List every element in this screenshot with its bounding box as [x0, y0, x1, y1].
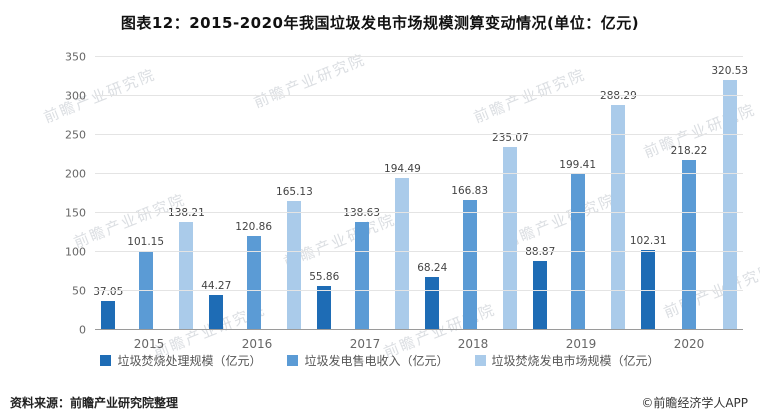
bar-column: 166.83	[451, 57, 488, 330]
bar-column: 218.22	[670, 57, 708, 330]
gridline	[95, 173, 743, 174]
x-axis-label: 2019	[565, 337, 597, 351]
bar	[722, 80, 737, 330]
bar-column: 120.86	[235, 57, 272, 330]
value-label: 138.21	[168, 207, 205, 220]
value-label: 218.22	[670, 144, 708, 157]
value-label: 68.24	[417, 261, 448, 274]
legend-label: 垃圾焚烧发电市场规模（亿元）	[491, 354, 660, 368]
bar-column: 288.29	[600, 57, 637, 330]
legend-item: 垃圾发电售电收入（亿元）	[287, 352, 449, 369]
value-label: 44.27	[201, 280, 232, 293]
legend-label: 垃圾焚烧处理规模（亿元）	[117, 354, 262, 368]
x-axis-label: 2018	[457, 337, 489, 351]
bar	[287, 201, 302, 330]
chart-title: 图表12：2015-2020年我国垃圾发电市场规模测算变动情况(单位：亿元)	[120, 14, 640, 32]
bar-column: 165.13	[276, 57, 313, 330]
x-axis-label: 2015	[133, 337, 165, 351]
bar	[354, 221, 369, 330]
bar-column: 199.41	[559, 57, 596, 330]
value-label: 166.83	[451, 184, 489, 197]
value-label: 120.86	[235, 220, 273, 233]
legend-label: 垃圾发电售电收入（亿元）	[304, 354, 449, 368]
bar	[570, 174, 585, 330]
bar-column: 194.49	[384, 57, 421, 330]
gridline	[95, 290, 743, 291]
value-label: 102.31	[629, 235, 667, 248]
bar	[395, 178, 410, 330]
bar	[101, 301, 116, 330]
gridline	[95, 134, 743, 135]
bar-column: 37.05	[93, 57, 123, 330]
legend-swatch	[287, 355, 299, 366]
y-tick-label: 100	[65, 245, 86, 259]
gridline	[95, 251, 743, 252]
y-tick-label: 350	[65, 50, 86, 64]
legend-swatch	[474, 355, 486, 366]
value-label: 320.53	[711, 65, 749, 77]
gridline	[95, 56, 743, 57]
bar-group: 44.27 120.86 165.13 2016	[201, 57, 313, 351]
bar	[682, 159, 696, 330]
bar	[209, 295, 224, 330]
x-axis-label: 2017	[349, 337, 381, 351]
bar	[503, 146, 518, 330]
value-label: 199.41	[559, 159, 597, 172]
gridline	[95, 95, 743, 96]
value-label: 165.13	[276, 186, 313, 199]
legend-item: 垃圾焚烧发电市场规模（亿元）	[474, 352, 660, 369]
bar	[462, 199, 477, 330]
y-tick-label: 300	[65, 89, 86, 103]
x-axis-line	[95, 329, 743, 330]
bar	[246, 235, 261, 330]
bar	[179, 222, 194, 330]
bar	[611, 105, 626, 330]
value-label: 101.15	[127, 236, 165, 249]
y-tick-label: 150	[65, 206, 86, 220]
bar	[425, 276, 440, 330]
y-tick-label: 250	[65, 128, 86, 142]
bar-column: 138.21	[168, 57, 205, 330]
plot-area: 37.05 101.15 138.21 2015 44.27 120.86 165.13 20…	[65, 51, 748, 352]
y-tick-label: 0	[79, 323, 86, 337]
source-note: 资料来源：前瞻产业研究院整理	[10, 396, 179, 410]
bar-group: 68.24 166.83 235.07 2018	[417, 57, 529, 351]
value-label: 194.49	[384, 163, 421, 176]
bar-column: 320.53	[711, 57, 748, 330]
bar-column: 44.27	[201, 57, 231, 330]
value-label: 37.05	[93, 286, 124, 299]
y-tick-label: 50	[72, 284, 86, 298]
x-axis-label: 2016	[241, 337, 273, 351]
legend-item: 垃圾焚烧处理规模（亿元）	[100, 352, 261, 369]
value-label: 55.86	[309, 271, 340, 284]
copyright-note: ©前瞻经济学人APP	[641, 396, 748, 410]
bar	[533, 260, 548, 330]
legend-swatch	[100, 355, 112, 366]
x-axis-label: 2020	[673, 337, 705, 351]
value-label: 288.29	[600, 90, 637, 103]
bar-column: 55.86	[309, 57, 339, 330]
y-tick-label: 200	[65, 167, 86, 181]
gridline	[95, 212, 743, 213]
bar	[317, 286, 332, 330]
legend: 垃圾焚烧处理规模（亿元） 垃圾发电售电收入（亿元） 垃圾焚烧发电市场规模（亿元）	[0, 352, 760, 369]
